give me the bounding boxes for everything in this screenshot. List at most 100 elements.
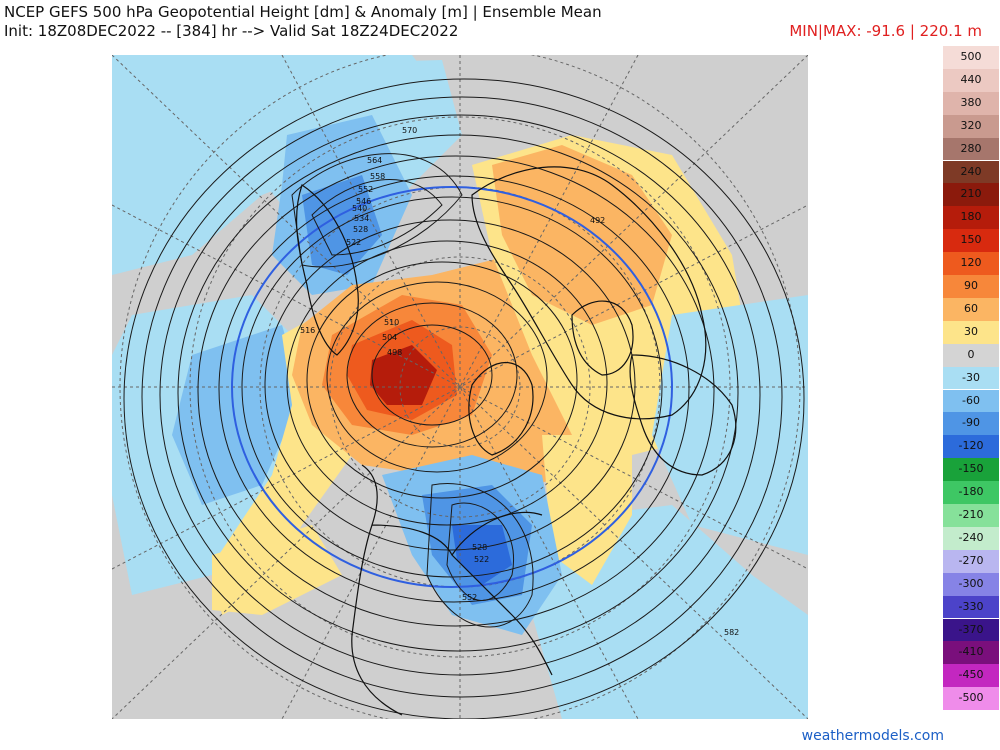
colorbar-label: 90 [964,279,978,292]
anomaly-blob-dark-red-core [370,345,437,405]
colorbar-swatch [943,618,999,642]
colorbar-entry: -270 [943,549,999,573]
contour-label: 522 [474,555,489,564]
coastline-north-america [351,464,553,716]
coastline-layer [295,166,737,716]
coastline-asia-east [295,184,359,356]
colorbar-entry: 500 [943,46,999,69]
coastline-greenland [468,361,534,456]
height-contour [218,175,690,603]
colorbar-label: 240 [960,164,982,178]
colorbar-label: -150 [958,462,984,476]
colorbar-entry: 60 [943,297,999,321]
colorbar-swatch [943,389,999,413]
height-contour [306,261,578,499]
colorbar-label: -500 [958,691,984,705]
colorbar-swatch [943,687,999,711]
colorbar-label: -90 [962,416,980,430]
colorbar-swatch [943,275,999,298]
colorbar-label: 180 [960,210,982,224]
graticule-layer [112,55,808,719]
contour-label: 540 [352,204,367,213]
colorbar-entry: -60 [943,389,999,413]
colorbar-entry: -120 [943,435,999,459]
anomaly-fill-layer [112,55,808,719]
colorbar-label: 0 [967,347,975,361]
colorbar-entry: -500 [943,687,999,711]
contour-label: 570 [402,126,417,135]
contour-label: 582 [724,628,739,637]
colorbar-entry: 210 [943,183,999,207]
colorbar-swatch [943,297,999,321]
colorbar-swatch [943,229,999,253]
colorbar-label: -410 [958,645,984,659]
height-contour-trough [426,483,534,628]
colorbar-label: -330 [958,599,984,613]
colorbar-entry: -180 [943,481,999,504]
height-contour [123,78,805,719]
colorbar-label: -370 [958,622,984,636]
colorbar-swatch [943,343,999,367]
colorbar-label: 440 [960,72,982,86]
contour-label: 528 [353,225,368,234]
colorbar-label: 320 [960,118,982,132]
contour-label: 528 [472,543,487,552]
contour-label: 534 [354,214,369,223]
colorbar-swatch [943,137,999,161]
colorbar-entry: -450 [943,664,999,688]
meridian-line [112,204,808,570]
colorbar-label: -180 [958,485,984,499]
height-contour [177,134,739,652]
colorbar-swatch [943,160,999,184]
colorbar-entry: 280 [943,137,999,161]
colorbar-entry: 150 [943,229,999,253]
map-graphic: 570 564 558 552 546 540 534 528 522 516 … [112,55,808,719]
colorbar-entry: -410 [943,641,999,665]
colorbar-swatch [943,68,999,92]
contour-label: 552 [462,593,477,602]
colorbar-label: -450 [958,668,984,682]
colorbar-swatch [943,641,999,665]
colorbar-entry: -210 [943,504,999,527]
colorbar-label: 150 [960,233,982,247]
height-contour [159,114,761,676]
colorbar-label: 500 [960,50,982,63]
init-valid-line: Init: 18Z08DEC2022 -- [384] hr --> Valid… [4,22,459,40]
height-contour [371,324,493,426]
colorbar-swatch [943,46,999,69]
colorbar-swatch [943,526,999,550]
contour-label: 564 [367,156,382,165]
colorbar-swatch [943,435,999,459]
colorbar-entry: 320 [943,114,999,138]
colorbar-entry: 380 [943,91,999,115]
anomaly-colorbar: 500 440 380 320 280 240 210 180 150 120 90 60 30 0 -30… [943,46,999,711]
contour-label: 510 [384,318,399,327]
latitude-circle [119,55,801,719]
contour-label: 504 [382,333,397,342]
colorbar-label: -210 [958,508,984,521]
colorbar-entry: -330 [943,595,999,619]
height-contour-trough [446,502,514,601]
colorbar-swatch [943,549,999,573]
colorbar-entry: 90 [943,275,999,298]
colorbar-entry: 30 [943,320,999,344]
height-contour-blue [231,186,673,588]
height-contour [286,240,608,526]
colorbar-label: 280 [960,141,982,155]
colorbar-label: 120 [960,256,982,270]
chart-title: NCEP GEFS 500 hPa Geopotential Height [d… [4,3,602,21]
colorbar-swatch [943,366,999,390]
colorbar-entry: -30 [943,366,999,390]
height-contour [326,281,548,473]
anomaly-blob-light-blue-east [652,295,808,555]
contour-label: 558 [370,172,385,181]
colorbar-entry: 180 [943,206,999,230]
credit-text[interactable]: weathermodels.com [801,728,944,744]
coastline-scandinavia [571,300,634,376]
colorbar-swatch [943,504,999,527]
colorbar-entry: -90 [943,412,999,436]
contour-label: 546 [356,197,371,206]
polar-map: 570 564 558 552 546 540 534 528 522 516 … [112,55,808,719]
min-max-readout: MIN|MAX: -91.6 | 220.1 m [789,22,982,40]
colorbar-label: -120 [958,439,984,453]
